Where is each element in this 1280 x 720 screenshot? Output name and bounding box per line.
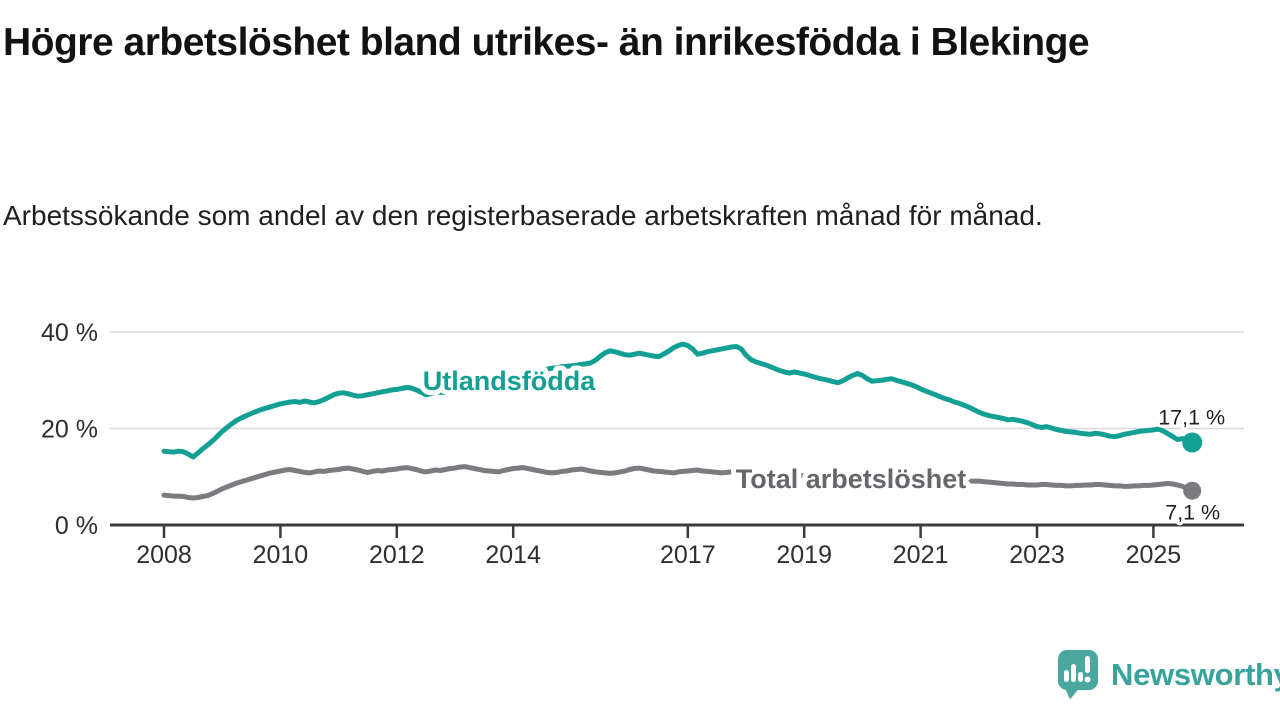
series-end-dot <box>1182 432 1203 453</box>
x-axis-label: 2014 <box>485 541 541 569</box>
x-axis-label: 2017 <box>660 541 716 569</box>
x-axis-label: 2025 <box>1126 541 1182 569</box>
x-axis-label: 2021 <box>893 541 949 569</box>
x-axis-label: 2008 <box>136 541 192 569</box>
newsworthy-chart-bubble-icon <box>1058 650 1098 700</box>
x-axis-label: 2012 <box>369 541 425 569</box>
y-axis-label: 0 % <box>55 512 98 540</box>
x-axis-label: 2019 <box>776 541 832 569</box>
x-axis-label: 2010 <box>253 541 309 569</box>
series-label: Utlandsfödda <box>423 366 596 396</box>
y-axis-label: 40 % <box>41 319 98 347</box>
series-label: Total arbetslöshet <box>736 464 967 494</box>
series-line <box>161 464 1195 501</box>
page-title: Högre arbetslöshet bland utrikes- än inr… <box>3 21 1090 64</box>
chart-subtitle: Arbetssökande som andel av den registerb… <box>3 200 1043 231</box>
series-end-dot <box>1183 481 1202 500</box>
series-line <box>161 341 1195 460</box>
end-value-label: 7,1 % <box>1165 501 1220 525</box>
y-axis-label: 20 % <box>41 416 98 444</box>
newsworthy-wordmark: Newsworthy <box>1111 656 1280 692</box>
end-value-label: 17,1 % <box>1158 405 1225 429</box>
unemployment-line-chart: 0 % 20 % 40 % 2008 2010 2012 2014 2017 2019 2021 2… <box>41 319 1244 569</box>
newsworthy-logo[interactable]: Newsworthy <box>1056 648 1280 701</box>
x-axis-label: 2023 <box>1009 541 1065 569</box>
